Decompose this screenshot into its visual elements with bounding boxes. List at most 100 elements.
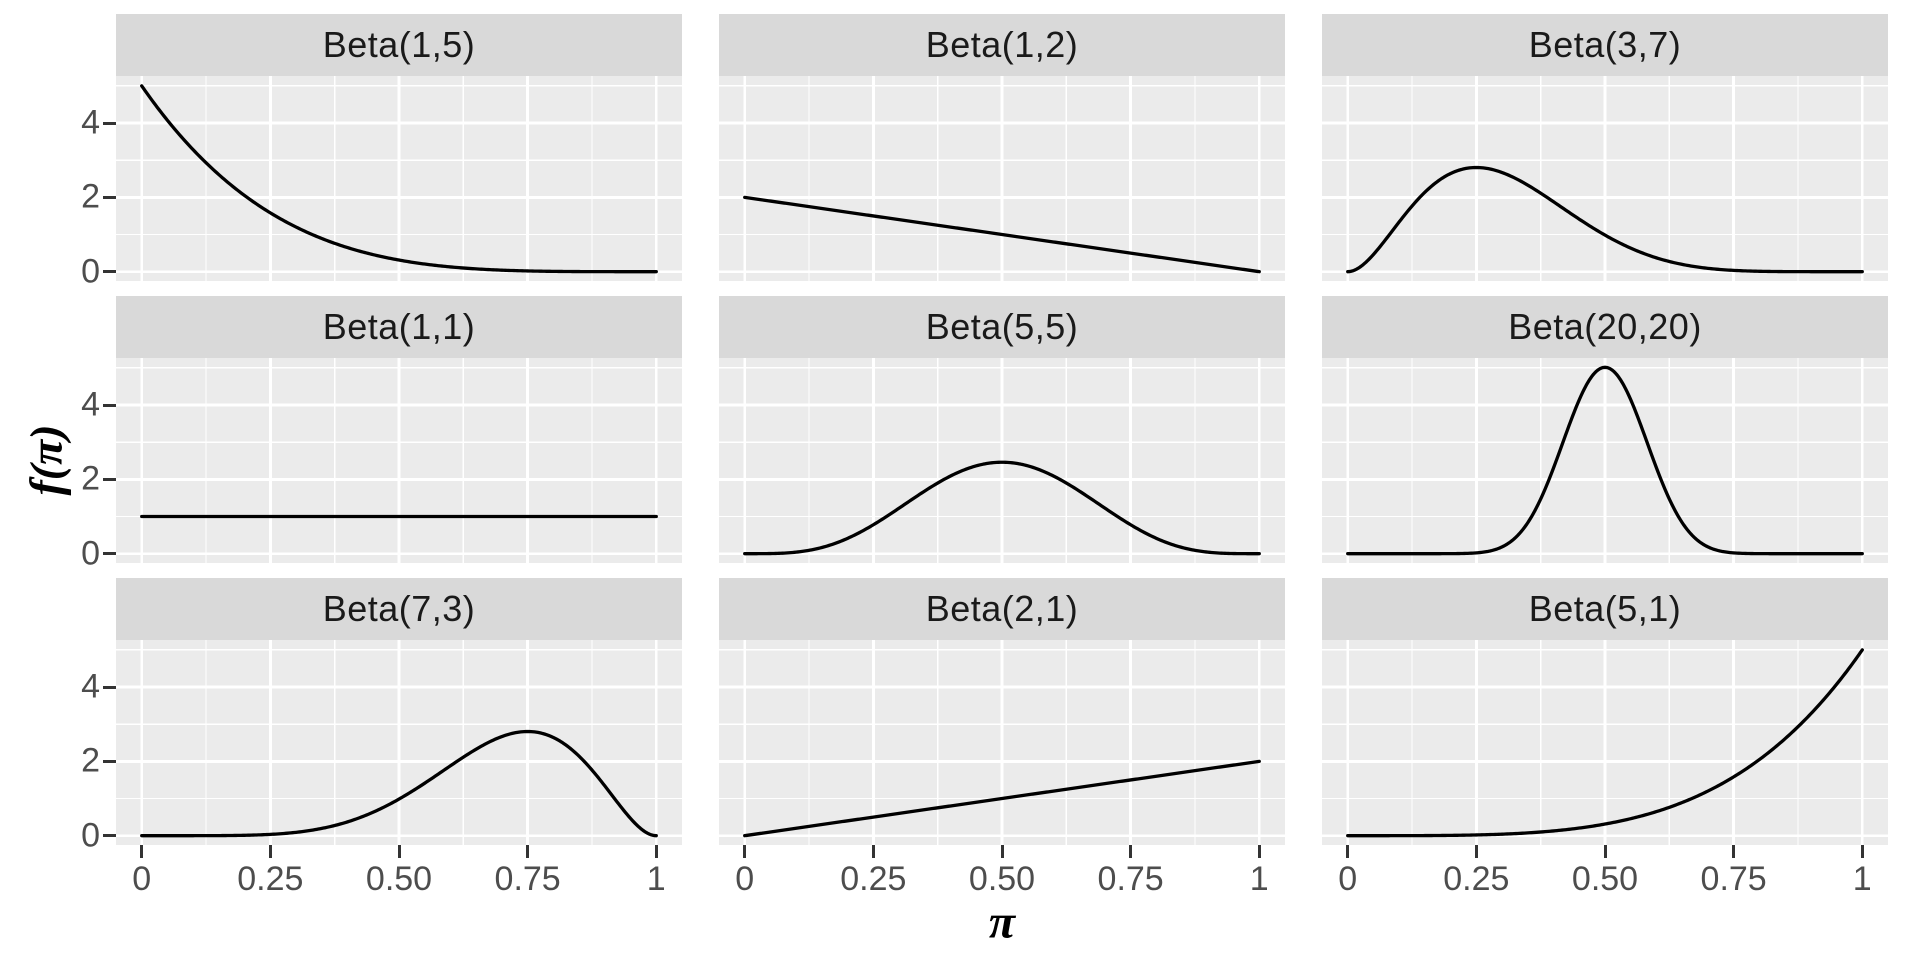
- strip-label: Beta(20,20): [1508, 306, 1702, 347]
- panel-canvas: [1322, 358, 1888, 563]
- facet-strip: Beta(2,1): [719, 578, 1285, 640]
- x-axis-title: π: [988, 895, 1016, 949]
- strip-label: Beta(5,5): [925, 306, 1079, 347]
- y-tick-mark: [103, 685, 116, 689]
- density-curve: [743, 195, 1261, 274]
- x-tick-label: 0.25: [237, 860, 304, 898]
- facet-Beta(3,7): Beta(3,7): [1322, 14, 1888, 285]
- x-tick-label: 0.75: [494, 860, 561, 898]
- facet-panel: [719, 76, 1285, 281]
- x-tick-label: 0.25: [840, 860, 907, 898]
- strip-label: Beta(1,1): [322, 306, 476, 347]
- y-tick-label: 0: [81, 533, 100, 572]
- panel-canvas: [1322, 76, 1888, 281]
- x-tick-mark: [743, 845, 747, 858]
- facet-panel: [1322, 76, 1888, 281]
- facet-panel: [719, 640, 1285, 845]
- x-tick-mark: [397, 845, 401, 858]
- facet-strip: Beta(5,5): [719, 296, 1285, 358]
- x-tick-label: 0: [1338, 860, 1358, 898]
- x-tick-mark: [1474, 845, 1478, 858]
- y-tick-mark: [103, 477, 116, 481]
- panel-canvas: [116, 76, 682, 281]
- facet-panel: [116, 640, 682, 845]
- facet-strip: Beta(1,2): [719, 14, 1285, 76]
- y-tick-mark: [103, 552, 116, 556]
- y-tick-label: 2: [81, 177, 100, 216]
- x-tick-mark: [654, 845, 658, 858]
- y-tick-label: 0: [81, 815, 100, 854]
- density-curve: [1346, 365, 1864, 556]
- facet-panel: [1322, 640, 1888, 845]
- panel-canvas: [1322, 640, 1888, 845]
- x-tick-label: 0: [132, 860, 152, 898]
- panel-canvas: [116, 640, 682, 845]
- strip-label: Beta(3,7): [1528, 24, 1682, 65]
- facet-strip: Beta(1,1): [116, 296, 682, 358]
- y-tick-label: 4: [81, 385, 100, 424]
- density-curve: [140, 729, 658, 838]
- facet-strip: Beta(7,3): [116, 578, 682, 640]
- facet-Beta(1,2): Beta(1,2): [719, 14, 1285, 285]
- x-tick-mark: [871, 845, 875, 858]
- x-tick-label: 0.75: [1097, 860, 1164, 898]
- x-tick-label: 0.25: [1443, 860, 1510, 898]
- x-tick-mark: [268, 845, 272, 858]
- y-tick-label: 0: [81, 251, 100, 290]
- y-tick-label: 4: [81, 103, 100, 142]
- x-tick-mark: [140, 845, 144, 858]
- facet-Beta(2,1): Beta(2,1): [719, 578, 1285, 849]
- x-tick-mark: [1346, 845, 1350, 858]
- x-tick-label: 0.50: [1571, 860, 1639, 898]
- y-tick-mark: [103, 195, 116, 199]
- x-tick-label: 0: [735, 860, 755, 898]
- strip-label: Beta(1,5): [322, 24, 476, 65]
- density-curve: [743, 759, 1261, 838]
- x-tick-label: 0.75: [1700, 860, 1767, 898]
- x-tick-label: 0.50: [968, 860, 1036, 898]
- x-tick-mark: [1000, 845, 1004, 858]
- y-tick-mark: [103, 759, 116, 763]
- facet-Beta(20,20): Beta(20,20): [1322, 296, 1888, 567]
- facet-strip: Beta(5,1): [1322, 578, 1888, 640]
- y-tick-label: 4: [81, 667, 100, 706]
- x-tick-mark: [1860, 845, 1864, 858]
- strip-label: Beta(5,1): [1528, 588, 1682, 629]
- facet-panel: [116, 358, 682, 563]
- facet-Beta(7,3): Beta(7,3): [116, 578, 682, 849]
- x-tick-mark: [1129, 845, 1133, 858]
- facet-strip: Beta(3,7): [1322, 14, 1888, 76]
- density-curve: [1346, 648, 1864, 838]
- x-tick-label: 1: [646, 860, 666, 898]
- facet-Beta(5,5): Beta(5,5): [719, 296, 1285, 567]
- y-tick-mark: [103, 121, 116, 125]
- facet-panel: [1322, 358, 1888, 563]
- panel-canvas: [719, 358, 1285, 563]
- x-tick-mark: [526, 845, 530, 858]
- facet-Beta(5,1): Beta(5,1): [1322, 578, 1888, 849]
- x-tick-mark: [1603, 845, 1607, 858]
- strip-label: Beta(1,2): [925, 24, 1079, 65]
- x-tick-label: 0.50: [365, 860, 433, 898]
- x-tick-label: 1: [1249, 860, 1269, 898]
- facet-strip: Beta(20,20): [1322, 296, 1888, 358]
- density-curve: [140, 84, 658, 274]
- strip-label: Beta(2,1): [925, 588, 1079, 629]
- y-tick-mark: [103, 270, 116, 274]
- y-tick-label: 2: [81, 459, 100, 498]
- facet-panel: [116, 76, 682, 281]
- facet-strip: Beta(1,5): [116, 14, 682, 76]
- facet-Beta(1,1): Beta(1,1): [116, 296, 682, 567]
- y-tick-mark: [103, 834, 116, 838]
- strip-label: Beta(7,3): [322, 588, 476, 629]
- y-tick-label: 2: [81, 741, 100, 780]
- facet-panel: [719, 358, 1285, 563]
- x-tick-mark: [1732, 845, 1736, 858]
- density-curve: [1346, 165, 1864, 274]
- panel-canvas: [719, 76, 1285, 281]
- panel-canvas: [719, 640, 1285, 845]
- x-tick-mark: [1257, 845, 1261, 858]
- y-tick-mark: [103, 403, 116, 407]
- density-curve: [743, 460, 1261, 556]
